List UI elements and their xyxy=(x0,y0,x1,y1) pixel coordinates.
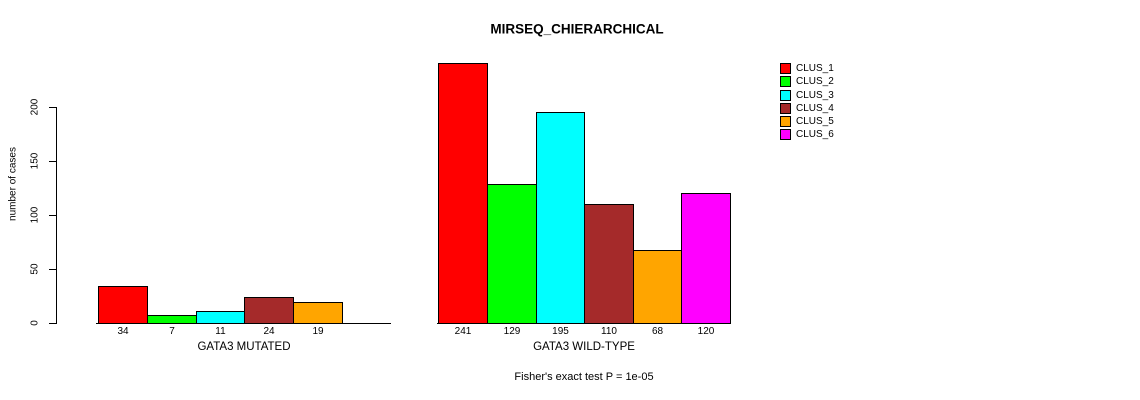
bar-value-label: 34 xyxy=(117,326,129,337)
bar xyxy=(293,302,343,324)
legend-label: CLUS_2 xyxy=(796,76,834,88)
y-axis-label: number of cases xyxy=(7,147,19,221)
y-tick-label: 200 xyxy=(29,98,41,116)
bar-value-label: 24 xyxy=(263,326,275,337)
legend-label: CLUS_4 xyxy=(796,102,834,114)
legend-swatch xyxy=(780,89,791,101)
bar-value-label: 11 xyxy=(215,326,226,337)
bar xyxy=(147,315,197,324)
bar xyxy=(584,204,634,324)
legend-swatch xyxy=(780,129,791,141)
bar xyxy=(98,286,148,324)
bar-value-label: 195 xyxy=(552,326,569,337)
bar xyxy=(487,184,537,324)
legend-label: CLUS_3 xyxy=(796,89,834,101)
y-tick-label: 50 xyxy=(29,263,41,275)
bar-value-label: 120 xyxy=(697,326,715,337)
bar xyxy=(438,63,488,324)
y-tick-label: 100 xyxy=(29,206,41,224)
y-tick-mark xyxy=(49,215,56,216)
legend-swatch xyxy=(780,76,791,88)
legend-item: CLUS_6 xyxy=(780,128,834,141)
bar-value-label: 7 xyxy=(169,326,175,337)
bar xyxy=(196,311,245,324)
bar-value-label: 241 xyxy=(454,326,472,337)
bar xyxy=(633,250,682,324)
y-tick-mark xyxy=(49,161,56,162)
legend-item: CLUS_2 xyxy=(780,75,834,88)
legend-label: CLUS_6 xyxy=(796,129,834,141)
legend-item: CLUS_4 xyxy=(780,102,834,115)
annotation-text: Fisher's exact test P = 1e-05 xyxy=(514,371,654,383)
group-axis-label: GATA3 WILD-TYPE xyxy=(533,341,635,353)
bar-value-label: 129 xyxy=(503,326,521,337)
chart-title: MIRSEQ_CHIERARCHICAL xyxy=(490,21,664,37)
legend: CLUS_1 CLUS_2 CLUS_3 CLUS_4 CLUS_5 CLUS_6 xyxy=(780,62,834,142)
y-tick-mark xyxy=(49,107,56,108)
legend-swatch xyxy=(780,116,791,128)
legend-item: CLUS_1 xyxy=(780,62,834,75)
bar xyxy=(244,297,294,324)
legend-label: CLUS_5 xyxy=(796,116,834,128)
y-axis-line xyxy=(56,107,57,324)
y-tick-label: 0 xyxy=(29,320,41,326)
bar-value-label: 19 xyxy=(312,326,324,337)
bar xyxy=(681,193,731,324)
legend-swatch xyxy=(780,63,791,74)
y-tick-mark xyxy=(49,269,56,270)
bar-value-label: 110 xyxy=(601,326,617,337)
y-tick-label: 150 xyxy=(29,152,41,170)
bar xyxy=(536,112,585,324)
legend-item: CLUS_3 xyxy=(780,89,834,102)
group-axis-label: GATA3 MUTATED xyxy=(197,341,291,353)
y-tick-mark xyxy=(49,323,56,324)
legend-item: CLUS_5 xyxy=(780,115,834,128)
legend-label: CLUS_1 xyxy=(796,63,834,74)
bar-value-label: 68 xyxy=(651,326,664,337)
legend-swatch xyxy=(780,102,791,114)
